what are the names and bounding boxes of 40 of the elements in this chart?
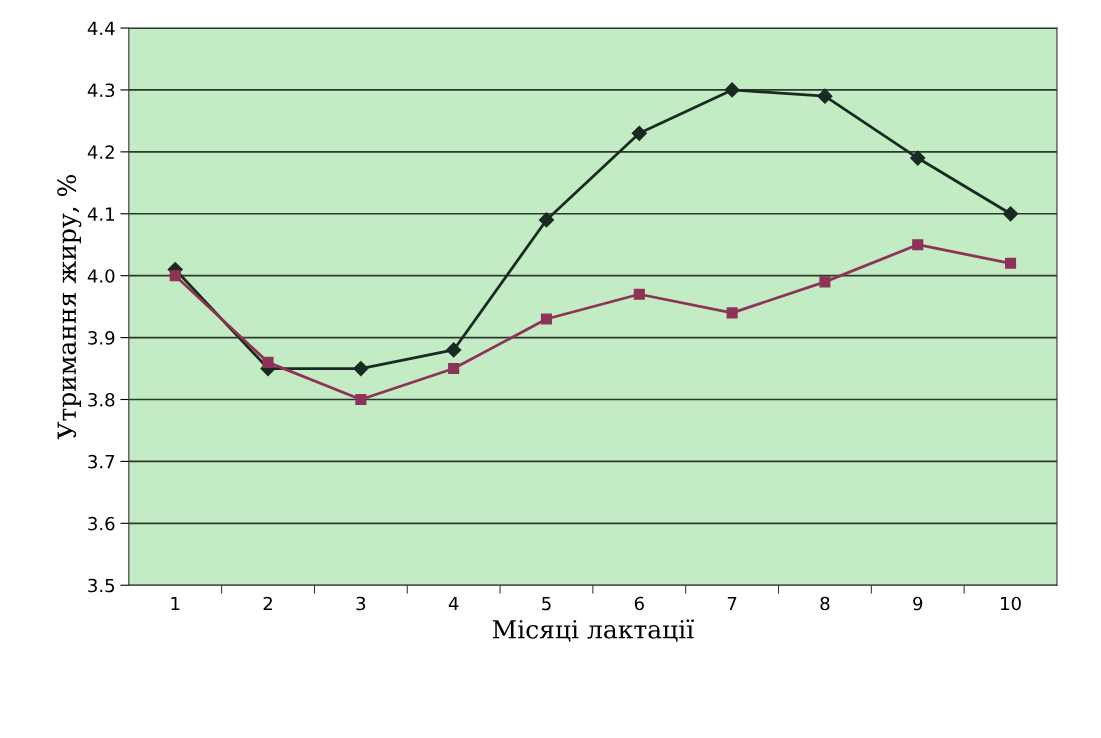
point xyxy=(819,276,831,288)
point xyxy=(1004,257,1017,269)
x-tick-label: 7 xyxy=(727,596,737,611)
y-axis-title: Утримання жиру, % xyxy=(57,175,82,440)
y-tick-label: 3.9 xyxy=(88,331,115,345)
x-tick-label: 9 xyxy=(913,596,923,611)
point xyxy=(631,125,647,141)
point xyxy=(448,362,460,375)
point xyxy=(726,307,738,319)
y-tick-label: 3.7 xyxy=(88,454,115,469)
y-tick-label: 3.8 xyxy=(88,392,115,407)
y-tick-label: 4.0 xyxy=(87,269,115,283)
point xyxy=(540,313,553,325)
point xyxy=(724,82,740,98)
point xyxy=(817,88,833,104)
x-tick-label: 2 xyxy=(263,596,272,611)
y-tick-label: 3.5 xyxy=(88,578,115,593)
x-tick-label: 8 xyxy=(820,596,830,611)
y-tick-label: 4.2 xyxy=(87,145,114,159)
point xyxy=(446,342,462,358)
x-tick-label: 1 xyxy=(171,596,180,611)
point xyxy=(910,150,926,166)
y-tick-label: 4.3 xyxy=(87,83,115,98)
x-tick-label: 5 xyxy=(542,596,551,611)
y-tick-label: 4.4 xyxy=(87,21,115,35)
y-tick-label: 3.6 xyxy=(88,516,115,531)
x-tick-label: 10 xyxy=(1001,596,1021,611)
x-tick-label: 6 xyxy=(634,596,644,611)
point xyxy=(355,393,367,406)
point xyxy=(538,212,555,228)
point xyxy=(633,288,645,300)
point xyxy=(169,270,181,282)
x-tick-label: 3 xyxy=(356,596,366,611)
y-tick-label: 4.1 xyxy=(87,207,114,221)
x-axis-title: Місяці лактації xyxy=(492,619,694,642)
x-tick-label: 4 xyxy=(448,596,459,611)
point xyxy=(353,360,369,377)
point xyxy=(262,356,274,368)
point xyxy=(912,239,924,251)
point xyxy=(1002,206,1019,222)
